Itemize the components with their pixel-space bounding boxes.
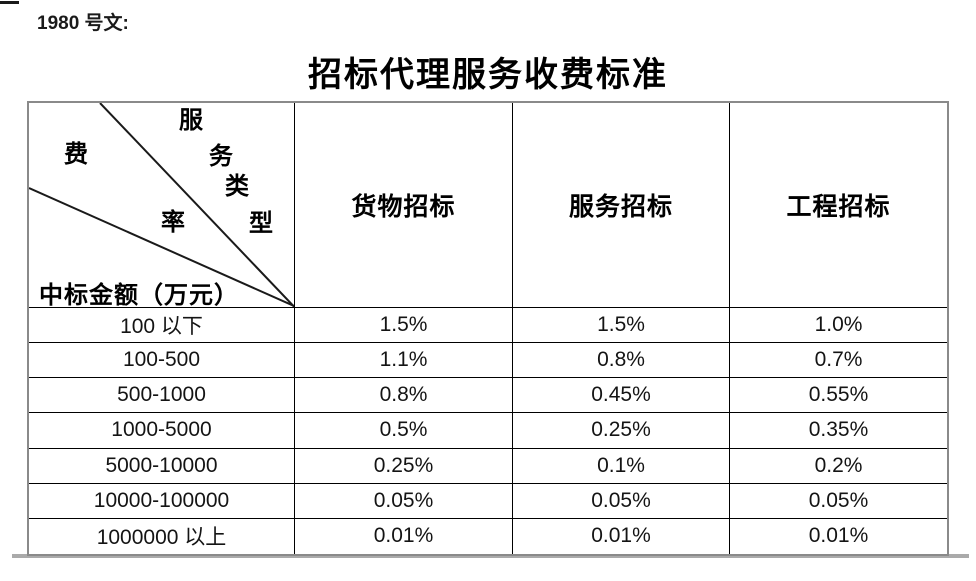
corner-rate-char-2: 率 (161, 210, 185, 236)
rate-value-cell: 0.2% (730, 449, 947, 484)
fee-table: 服 务 类 型 费 率 中标金额（万元） 货物招标 服务招标 工程招标 100 … (27, 101, 949, 556)
rate-value-cell: 0.8% (295, 378, 513, 414)
amount-range-cell: 100 以下 (29, 308, 295, 344)
column-header-services: 服务招标 (513, 103, 730, 308)
column-header-engineering: 工程招标 (730, 103, 947, 308)
rate-value-cell: 1.1% (295, 343, 513, 379)
amount-range-cell: 1000000 以上 (29, 518, 295, 554)
rate-value-cell: 0.8% (513, 343, 730, 379)
page-edge-artifact (0, 1, 19, 4)
page-bottom-rule (12, 554, 969, 558)
rate-value-cell: 0.05% (730, 484, 947, 519)
rate-value-cell: 0.05% (295, 483, 513, 519)
corner-cell: 服 务 类 型 费 率 中标金额（万元） (29, 103, 295, 308)
rate-value-cell: 0.5% (295, 413, 513, 449)
doc-ref: 1980 号文: (37, 13, 129, 34)
amount-range-cell: 5000-10000 (29, 448, 295, 484)
corner-service-type-char-4: 型 (249, 211, 273, 237)
rate-value-cell: 1.0% (730, 308, 947, 344)
rate-value-cell: 0.35% (730, 413, 947, 449)
rate-value-cell: 0.25% (295, 448, 513, 484)
rate-value-cell: 0.25% (513, 413, 730, 449)
corner-rate-char-1: 费 (64, 142, 88, 168)
corner-service-type-char-1: 服 (179, 108, 203, 134)
amount-range-cell: 100-500 (29, 343, 295, 379)
column-header-goods: 货物招标 (295, 103, 513, 308)
rate-value-cell: 1.5% (295, 308, 513, 344)
rate-value-cell: 0.1% (513, 448, 730, 484)
amount-range-cell: 1000-5000 (29, 413, 295, 449)
corner-amount-label: 中标金额（万元） (39, 283, 239, 308)
rate-value-cell: 0.7% (730, 343, 947, 379)
rate-value-cell: 0.55% (730, 378, 947, 414)
page-title: 招标代理服务收费标准 (308, 57, 668, 94)
rate-value-cell: 0.05% (513, 483, 730, 519)
rate-value-cell: 0.01% (295, 518, 513, 554)
corner-service-type-char-2: 务 (209, 144, 233, 170)
rate-value-cell: 0.01% (513, 518, 730, 554)
corner-service-type-char-3: 类 (225, 174, 249, 200)
rate-value-cell: 1.5% (513, 308, 730, 344)
diagonal-divider-lines (29, 103, 294, 307)
amount-range-cell: 10000-100000 (29, 483, 295, 519)
rate-value-cell: 0.01% (808, 524, 869, 548)
amount-range-cell: 500-1000 (29, 378, 295, 414)
rate-value-cell: 0.45% (513, 378, 730, 414)
